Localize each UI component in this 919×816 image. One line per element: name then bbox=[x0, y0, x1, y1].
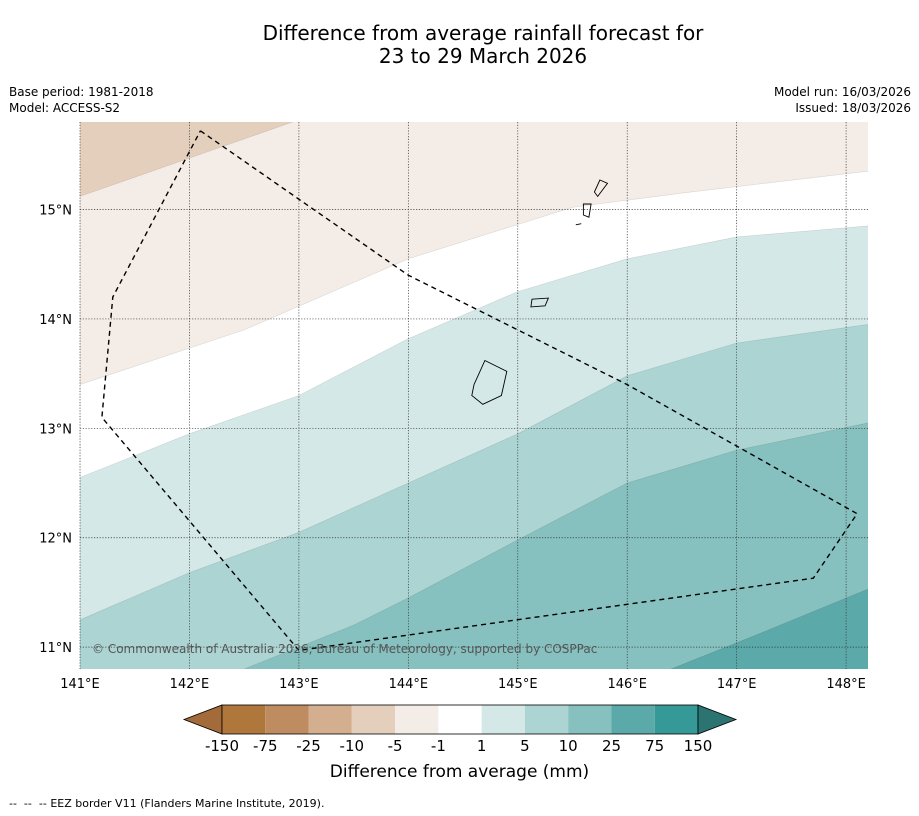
eez-border-line bbox=[101, 130, 859, 652]
colorbar-segment bbox=[611, 705, 655, 734]
lon-tick-label: 146°E bbox=[607, 677, 647, 692]
copyright-text: © Commonwealth of Australia 2026, Bureau… bbox=[92, 642, 597, 656]
colorbar-label: -75 bbox=[253, 737, 278, 755]
colorbar-label: 150 bbox=[684, 737, 713, 755]
lon-tick-label: 141°E bbox=[60, 677, 100, 692]
colorbar-segment bbox=[654, 705, 698, 734]
info-right: Model run: 16/03/2026 Issued: 18/03/2026 bbox=[774, 84, 911, 116]
lon-tick-label: 145°E bbox=[498, 677, 538, 692]
issued-text: Issued: 18/03/2026 bbox=[795, 101, 911, 115]
info-left: Base period: 1981-2018 Model: ACCESS-S2 bbox=[9, 84, 154, 116]
colorbar-segment bbox=[568, 705, 612, 734]
lat-tick-label: 15°N bbox=[39, 204, 72, 219]
eez-legend: -- -- -- EEZ border V11 (Flanders Marine… bbox=[9, 797, 324, 810]
colorbar-label: 25 bbox=[602, 737, 621, 755]
colorbar-extend-high bbox=[697, 704, 738, 735]
longitude-tick-labels: 141°E 142°E 143°E 144°E 145°E 146°E 147°E 148°E bbox=[60, 677, 866, 692]
colorbar-segment bbox=[395, 705, 439, 734]
colorbar-tick-labels: -150 -75 -25 -10 -5 -1 1 5 10 25 75 150 bbox=[205, 737, 712, 755]
lat-tick-label: 14°N bbox=[39, 313, 72, 328]
colorbar-label: -5 bbox=[388, 737, 403, 755]
colorbar-segment bbox=[438, 705, 482, 734]
lon-tick-label: 147°E bbox=[717, 677, 757, 692]
colorbar-segment bbox=[481, 705, 525, 734]
colorbar-label: 1 bbox=[477, 737, 487, 755]
colorbar-segment bbox=[524, 705, 569, 734]
lat-tick-label: 11°N bbox=[39, 641, 72, 656]
lat-tick-label: 12°N bbox=[39, 532, 72, 547]
latitude-tick-labels: 11°N 12°N 13°N 14°N 15°N bbox=[39, 204, 72, 657]
lon-tick-label: 142°E bbox=[170, 677, 210, 692]
colorbar-segment bbox=[351, 705, 396, 734]
band-plus25-plus75 bbox=[670, 588, 868, 669]
lon-tick-label: 143°E bbox=[279, 677, 319, 692]
colorbar-segment bbox=[308, 705, 352, 734]
model-text: Model: ACCESS-S2 bbox=[9, 101, 121, 115]
colorbar bbox=[182, 704, 738, 735]
colorbar-segment bbox=[265, 705, 309, 734]
coastlines bbox=[471, 179, 609, 405]
island-guam bbox=[471, 359, 508, 405]
rainfall-contour-fill bbox=[80, 122, 868, 669]
island-saipan bbox=[593, 179, 609, 198]
eez-legend-dashes: -- -- -- bbox=[9, 797, 47, 810]
colorbar-label: 5 bbox=[520, 737, 530, 755]
lon-tick-label: 148°E bbox=[826, 677, 866, 692]
title-line-1: Difference from average rainfall forecas… bbox=[262, 21, 704, 45]
island-rota bbox=[530, 297, 550, 308]
eez-legend-text: EEZ border V11 (Flanders Marine Institut… bbox=[50, 797, 325, 810]
colorbar-label: -1 bbox=[431, 737, 446, 755]
island-tinian bbox=[582, 203, 592, 218]
eez-border bbox=[101, 130, 859, 652]
colorbar-label: 10 bbox=[559, 737, 578, 755]
lon-tick-label: 144°E bbox=[389, 677, 429, 692]
colorbar-extend-low bbox=[182, 704, 223, 735]
map-title: Difference from average rainfall forecas… bbox=[0, 22, 919, 68]
colorbar-caption: Difference from average (mm) bbox=[329, 762, 590, 782]
colorbar-label: -150 bbox=[205, 737, 239, 755]
title-line-2: 23 to 29 March 2026 bbox=[378, 44, 588, 68]
colorbar-label: -25 bbox=[296, 737, 321, 755]
colorbar-segment bbox=[222, 705, 266, 734]
base-period-text: Base period: 1981-2018 bbox=[9, 85, 154, 99]
colorbar-label: 75 bbox=[645, 737, 664, 755]
colorbar-label: -10 bbox=[340, 737, 365, 755]
lat-tick-label: 13°N bbox=[39, 422, 72, 437]
model-run-text: Model run: 16/03/2026 bbox=[773, 85, 911, 99]
island-aguijan bbox=[575, 223, 582, 226]
